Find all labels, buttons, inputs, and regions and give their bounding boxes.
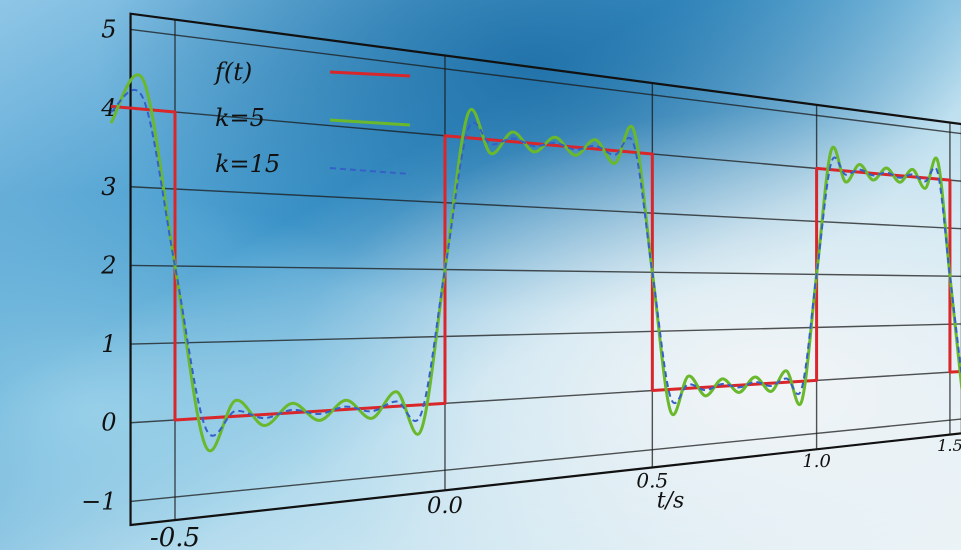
y-tick-label: 2 [100, 251, 116, 279]
y-tick-label: 5 [101, 15, 116, 43]
y-tick-label: −1 [81, 487, 116, 515]
page: −1012345-0.50.00.51.01.5t/sf(t)k=5k=15 (… [0, 0, 961, 550]
x-axis-label: t/s [657, 488, 685, 513]
legend-label: k=5 [215, 104, 265, 132]
chart: −1012345-0.50.00.51.01.5t/sf(t)k=5k=15 [0, 0, 961, 550]
legend-label: k=15 [215, 150, 280, 178]
y-tick-label: 0 [101, 409, 116, 437]
legend-label: f(t) [213, 58, 252, 86]
x-tick-label: 1.5 [937, 436, 961, 455]
x-tick-label: 0.0 [427, 493, 463, 519]
y-tick-label: 1 [101, 330, 116, 358]
y-tick-label: 3 [101, 173, 116, 201]
x-tick-label: -0.5 [150, 523, 200, 550]
x-tick-label: 1.0 [802, 451, 830, 472]
